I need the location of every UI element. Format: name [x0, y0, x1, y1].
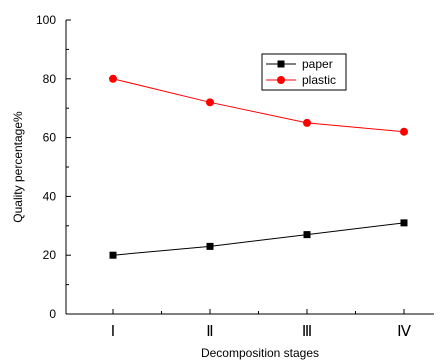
- series-layer: [109, 74, 408, 259]
- plastic-point: [109, 74, 117, 83]
- y-tick-label: 100: [36, 13, 56, 27]
- x-tick-label: Ⅳ: [397, 324, 411, 340]
- legend-plastic-marker: [277, 76, 285, 84]
- plastic-point: [400, 127, 408, 136]
- paper-point: [206, 242, 214, 250]
- plastic-point: [206, 98, 214, 107]
- y-tick-label: 0: [49, 307, 56, 321]
- paper-line: [112, 222, 405, 256]
- y-tick-label: 80: [43, 72, 57, 86]
- paper-point: [109, 251, 117, 259]
- paper-point: [303, 231, 311, 239]
- plastic-point: [303, 118, 311, 127]
- y-tick-label: 60: [43, 131, 57, 145]
- x-tick-label: Ⅲ: [302, 324, 312, 340]
- legend: paper plastic: [261, 53, 347, 91]
- y-tick-label: 40: [43, 189, 57, 203]
- x-tick-label: Ⅰ: [111, 324, 115, 340]
- x-tick-label: Ⅱ: [206, 324, 213, 340]
- legend-paper-marker: [277, 60, 285, 68]
- paper-point: [400, 219, 408, 227]
- legend-items: paper plastic: [266, 57, 336, 87]
- y-tick-label: 20: [43, 248, 57, 262]
- plastic-line: [112, 78, 405, 133]
- y-axis-label: Quality percentage%: [11, 111, 25, 223]
- y-axis-ticks: 0 20 40 60 80 100: [36, 13, 71, 321]
- x-axis-ticks: Ⅰ Ⅱ Ⅲ Ⅳ: [111, 309, 411, 340]
- legend-paper-label: paper: [302, 57, 333, 71]
- x-axis-label: Decomposition stages: [201, 346, 319, 360]
- legend-plastic-label: plastic: [302, 73, 336, 87]
- legend-box: [261, 53, 347, 91]
- axes: [65, 20, 434, 315]
